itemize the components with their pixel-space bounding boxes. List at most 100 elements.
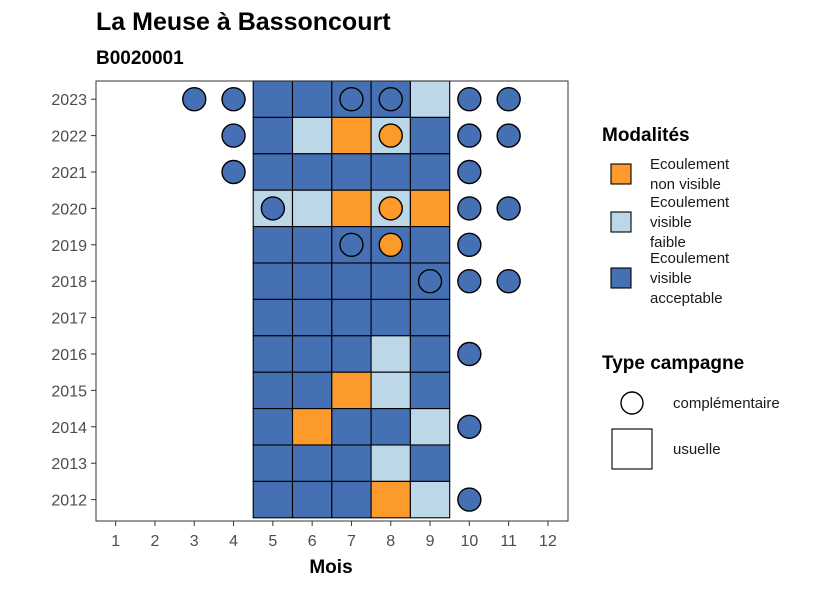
point-circle-2018-9 <box>417 269 443 294</box>
cell-square-2017-5 <box>252 298 294 337</box>
point-circle-2023-8 <box>378 86 403 112</box>
legend-label-acceptable: visible <box>650 270 692 287</box>
point-circle-2023-7 <box>339 86 364 112</box>
cell-square-2015-8 <box>370 371 411 410</box>
point-circle-2019-10 <box>457 232 482 258</box>
legend-label-faible: Ecoulement <box>650 194 730 211</box>
cell-square-2012-5 <box>252 480 294 519</box>
cell-square-2022-7 <box>331 116 372 155</box>
x-axis: 1 2 3 4 5 6 7 8 9 10 11 12 <box>111 521 557 550</box>
cell-square-2015-9 <box>409 371 451 410</box>
cell-square-2020-6 <box>291 189 333 228</box>
cell-square-2023-5 <box>252 80 294 118</box>
legend-key-usuelle <box>611 428 653 470</box>
cell-square-2015-6 <box>291 371 333 410</box>
cell-square-2014-7 <box>331 408 372 446</box>
cell-square-2019-9 <box>409 226 451 264</box>
cell-square-2023-6 <box>291 80 333 118</box>
point-circle-2021-10 <box>457 159 482 185</box>
y-axis: 2012 2013 2014 2015 2016 2017 2018 2019 2020 2021… <box>51 92 96 510</box>
legend-label-non_visible: Ecoulement <box>650 156 730 173</box>
point-circle-2023-10 <box>457 86 482 112</box>
cell-square-2016-5 <box>252 335 294 373</box>
cell-square-2020-7 <box>331 189 372 228</box>
cell-square-2013-6 <box>291 444 333 482</box>
cell-square-2022-9 <box>409 116 451 155</box>
cell-square-2014-9 <box>409 408 451 446</box>
y-tick-label: 2017 <box>51 311 87 328</box>
x-tick-label: 7 <box>347 533 356 550</box>
point-circle-2014-10 <box>457 414 482 439</box>
cell-square-2017-7 <box>331 298 372 337</box>
point-circle-2021-4 <box>221 159 246 185</box>
legend-label-non_visible: non visible <box>650 176 721 193</box>
point-circle-2022-8 <box>378 123 403 148</box>
y-tick-label: 2022 <box>51 129 87 146</box>
point-circle-2018-10 <box>457 269 482 294</box>
legend-label-complementaire: complémentaire <box>673 395 780 412</box>
cell-square-2021-5 <box>252 153 294 191</box>
point-circle-2023-4 <box>221 86 246 112</box>
cell-square-2019-6 <box>291 226 333 264</box>
legend-label-faible: visible <box>650 214 692 231</box>
legend-label-faible: faible <box>650 234 686 251</box>
point-circle-2023-3 <box>182 86 207 112</box>
point-circle-2020-5 <box>260 196 286 221</box>
point-circle-2022-10 <box>457 123 482 148</box>
y-tick-label: 2013 <box>51 456 87 473</box>
x-axis-title: Mois <box>309 557 352 578</box>
cell-square-2017-8 <box>370 298 411 337</box>
point-circle-2022-11 <box>496 123 521 148</box>
cell-square-2016-9 <box>409 335 451 373</box>
cell-square-2013-7 <box>331 444 372 482</box>
x-tick-label: 12 <box>539 533 557 550</box>
cell-square-2013-9 <box>409 444 451 482</box>
legend-label-usuelle: usuelle <box>673 441 721 458</box>
x-tick-label: 8 <box>386 533 395 550</box>
cell-square-2023-9 <box>409 80 451 118</box>
cell-square-2012-7 <box>331 480 372 519</box>
cell-square-2022-5 <box>252 116 294 155</box>
legend-key-complementaire <box>620 391 644 415</box>
cell-square-2013-5 <box>252 444 294 482</box>
y-tick-label: 2012 <box>51 493 87 510</box>
y-tick-label: 2021 <box>51 165 87 182</box>
point-circle-2020-11 <box>496 196 521 221</box>
y-tick-label: 2018 <box>51 274 87 291</box>
cell-square-2015-7 <box>331 371 372 410</box>
cell-square-2019-5 <box>252 226 294 264</box>
point-circle-2020-8 <box>378 196 403 221</box>
y-tick-label: 2019 <box>51 238 87 255</box>
cell-square-2015-5 <box>252 371 294 410</box>
x-tick-label: 2 <box>150 533 159 550</box>
cell-square-2021-6 <box>291 153 333 191</box>
cell-square-2014-5 <box>252 408 294 446</box>
cell-square-2016-7 <box>331 335 372 373</box>
legend-label-acceptable: Ecoulement <box>650 250 730 267</box>
x-tick-label: 6 <box>308 533 317 550</box>
legend-campagne: complémentaire usuelle <box>611 391 780 470</box>
point-circle-2012-10 <box>457 487 482 512</box>
point-circle-2023-11 <box>496 86 521 112</box>
cell-square-2016-6 <box>291 335 333 373</box>
cell-square-2012-8 <box>370 480 411 519</box>
x-tick-label: 9 <box>426 533 435 550</box>
legend-title-campagne: Type campagne <box>602 353 744 374</box>
cell-square-2021-7 <box>331 153 372 191</box>
cell-square-2017-9 <box>409 298 451 337</box>
x-tick-label: 3 <box>190 533 199 550</box>
cell-square-2012-9 <box>409 480 451 519</box>
cell-square-2017-6 <box>291 298 333 337</box>
chart-subtitle: B0020001 <box>96 48 184 69</box>
point-circle-2019-8 <box>378 232 403 258</box>
y-tick-label: 2023 <box>51 92 87 109</box>
cell-square-2018-7 <box>331 262 372 300</box>
x-tick-label: 1 <box>111 533 120 550</box>
y-tick-label: 2015 <box>51 383 87 400</box>
cell-square-2018-5 <box>252 262 294 300</box>
chart-title: La Meuse à Bassoncourt <box>96 8 391 36</box>
cell-square-2016-8 <box>370 335 411 373</box>
y-tick-label: 2016 <box>51 347 87 364</box>
